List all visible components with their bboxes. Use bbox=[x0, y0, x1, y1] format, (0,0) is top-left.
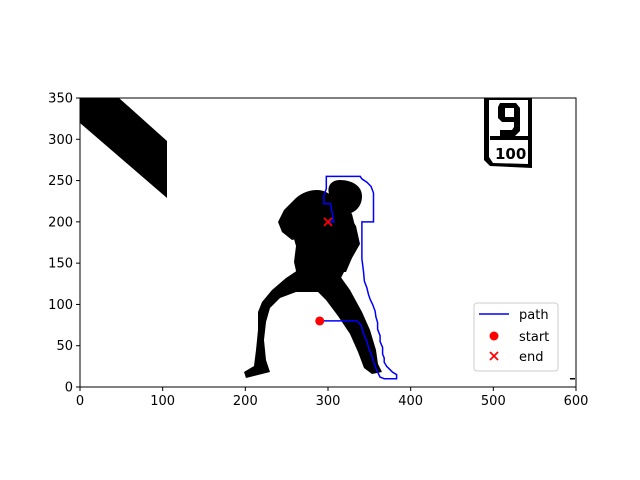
corner-mark bbox=[570, 378, 575, 380]
legend-end-label: end bbox=[519, 350, 544, 365]
background-image: 100 bbox=[80, 98, 575, 380]
x-tick-label: 200 bbox=[233, 394, 258, 409]
x-tick-label: 0 bbox=[76, 394, 84, 409]
y-tick-label: 0 bbox=[65, 381, 73, 396]
path-line bbox=[319, 175, 398, 380]
y-tick-label: 350 bbox=[48, 92, 73, 107]
series-layer bbox=[315, 175, 398, 380]
sign-graphic: 100 bbox=[484, 98, 532, 168]
x-axis: 0 100 200 300 400 500 600 bbox=[76, 387, 589, 409]
y-tick-label: 100 bbox=[48, 298, 73, 313]
legend-path-label: path bbox=[519, 308, 549, 323]
x-tick-label: 500 bbox=[481, 394, 506, 409]
start-marker bbox=[315, 316, 325, 326]
legend-start-label: start bbox=[519, 330, 549, 345]
y-tick-label: 250 bbox=[48, 174, 73, 189]
y-tick-label: 50 bbox=[56, 339, 73, 354]
legend: path start end bbox=[473, 302, 559, 372]
y-tick-label: 200 bbox=[48, 215, 73, 230]
legend-start-swatch bbox=[489, 331, 499, 341]
diagonal-stripe bbox=[80, 98, 167, 198]
dancer-silhouette bbox=[244, 180, 382, 378]
y-tick-label: 300 bbox=[48, 133, 73, 148]
svg-text:100: 100 bbox=[495, 145, 526, 163]
x-tick-label: 100 bbox=[150, 394, 175, 409]
y-axis: 0 50 100 150 200 250 300 350 bbox=[48, 92, 80, 396]
legend-end-swatch bbox=[489, 351, 499, 361]
x-tick-label: 300 bbox=[316, 394, 341, 409]
y-tick-label: 150 bbox=[48, 257, 73, 272]
x-tick-label: 400 bbox=[398, 394, 423, 409]
x-tick-label: 600 bbox=[564, 394, 589, 409]
end-marker bbox=[323, 217, 333, 227]
